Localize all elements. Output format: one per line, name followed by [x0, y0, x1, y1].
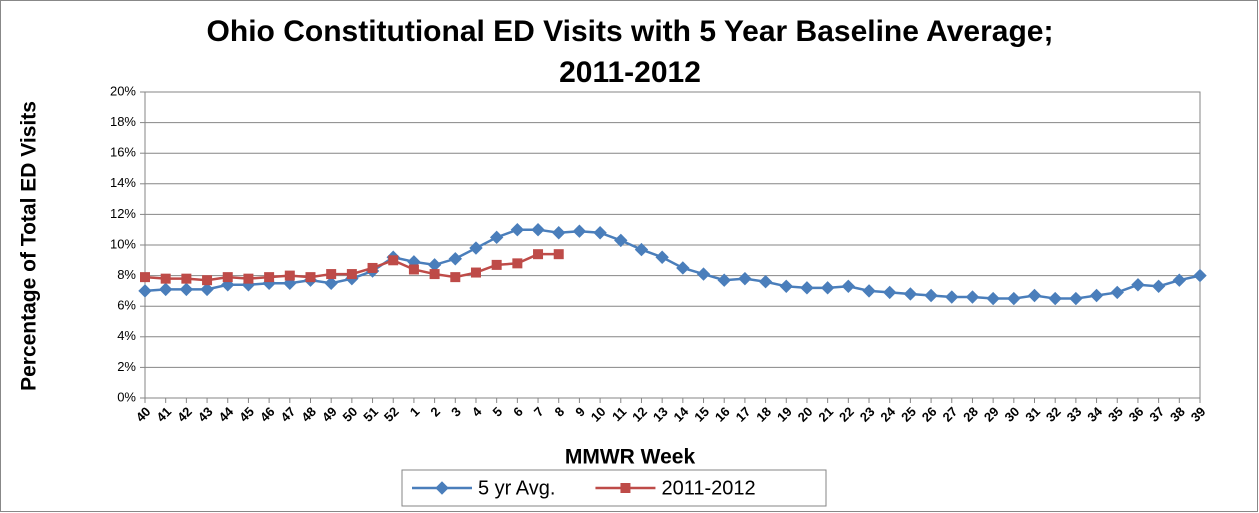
data-point	[696, 267, 711, 281]
data-point	[1131, 278, 1145, 292]
data-point	[305, 272, 316, 283]
data-point	[965, 290, 980, 304]
data-point	[367, 262, 378, 273]
data-point	[553, 249, 564, 260]
data-point	[738, 271, 752, 286]
data-point	[552, 226, 566, 240]
x-axis-title: MMWR Week	[565, 446, 696, 469]
data-point	[469, 241, 483, 255]
data-point	[284, 270, 295, 281]
data-point	[510, 222, 525, 237]
data-point	[324, 276, 338, 290]
data-point	[489, 230, 504, 245]
data-point	[450, 272, 461, 283]
data-point	[533, 249, 544, 260]
data-point	[429, 269, 440, 280]
y-tick-label: 18%	[110, 114, 136, 129]
data-point	[264, 272, 275, 283]
data-point	[512, 258, 523, 269]
data-point	[655, 250, 669, 264]
data-point	[200, 282, 214, 297]
data-point	[903, 287, 918, 301]
legend-label: 5 yr Avg.	[478, 477, 555, 499]
data-point	[717, 273, 731, 287]
data-point	[1110, 285, 1124, 300]
data-point	[408, 264, 419, 275]
y-tick-label: 2%	[117, 359, 136, 374]
data-point	[1007, 291, 1021, 306]
data-point	[593, 226, 607, 240]
legend-label: 2011-2012	[661, 477, 755, 499]
data-point	[1193, 268, 1207, 283]
data-point	[820, 281, 835, 295]
data-point	[1048, 291, 1062, 306]
data-point	[531, 222, 545, 237]
data-point	[882, 285, 897, 300]
data-point	[179, 282, 194, 297]
data-point	[800, 281, 814, 295]
data-point	[676, 261, 690, 275]
plot-border	[144, 91, 1201, 399]
data-point	[841, 279, 856, 294]
data-point	[138, 284, 152, 298]
legend: 5 yr Avg. 2011-2012	[401, 469, 827, 507]
data-point	[572, 224, 587, 238]
y-tick-label: 6%	[117, 298, 136, 313]
y-tick-label: 14%	[110, 175, 136, 190]
data-point	[160, 273, 171, 284]
data-point	[1151, 279, 1166, 294]
legend-marker	[435, 481, 449, 495]
data-point	[346, 269, 357, 280]
data-point	[181, 273, 192, 284]
y-tick-label: 4%	[117, 328, 136, 343]
y-tick-label: 20%	[110, 83, 136, 98]
chart-title: Ohio Constitutional ED Visits with 5 Yea…	[207, 15, 1054, 48]
data-point	[945, 290, 959, 304]
series-line	[144, 228, 1201, 300]
data-point	[1027, 288, 1042, 303]
data-point	[491, 259, 502, 270]
y-tick-label: 8%	[117, 267, 136, 282]
data-point	[448, 252, 463, 266]
legend-marker	[620, 483, 631, 493]
data-point	[779, 279, 793, 294]
data-point	[326, 269, 337, 280]
y-tick-label: 0%	[117, 389, 136, 404]
data-point	[470, 267, 481, 278]
y-tick-label: 10%	[110, 236, 136, 251]
data-point	[634, 242, 649, 257]
data-point	[222, 272, 233, 283]
y-tick-label: 12%	[110, 206, 136, 221]
data-point	[614, 233, 628, 248]
data-point	[243, 273, 254, 284]
chart-title: 2011-2012	[559, 56, 701, 89]
data-point	[1089, 288, 1104, 303]
data-point	[388, 255, 399, 266]
y-tick-label: 16%	[110, 145, 136, 160]
data-point	[862, 284, 876, 298]
data-point	[158, 282, 173, 297]
data-point	[758, 275, 773, 289]
data-point	[202, 275, 213, 286]
data-point	[1069, 291, 1083, 306]
data-point	[924, 288, 938, 303]
data-point	[140, 272, 150, 283]
data-point	[986, 291, 1000, 306]
data-point	[1172, 273, 1187, 287]
y-axis-title: Percentage of Total ED Visits	[18, 101, 41, 391]
